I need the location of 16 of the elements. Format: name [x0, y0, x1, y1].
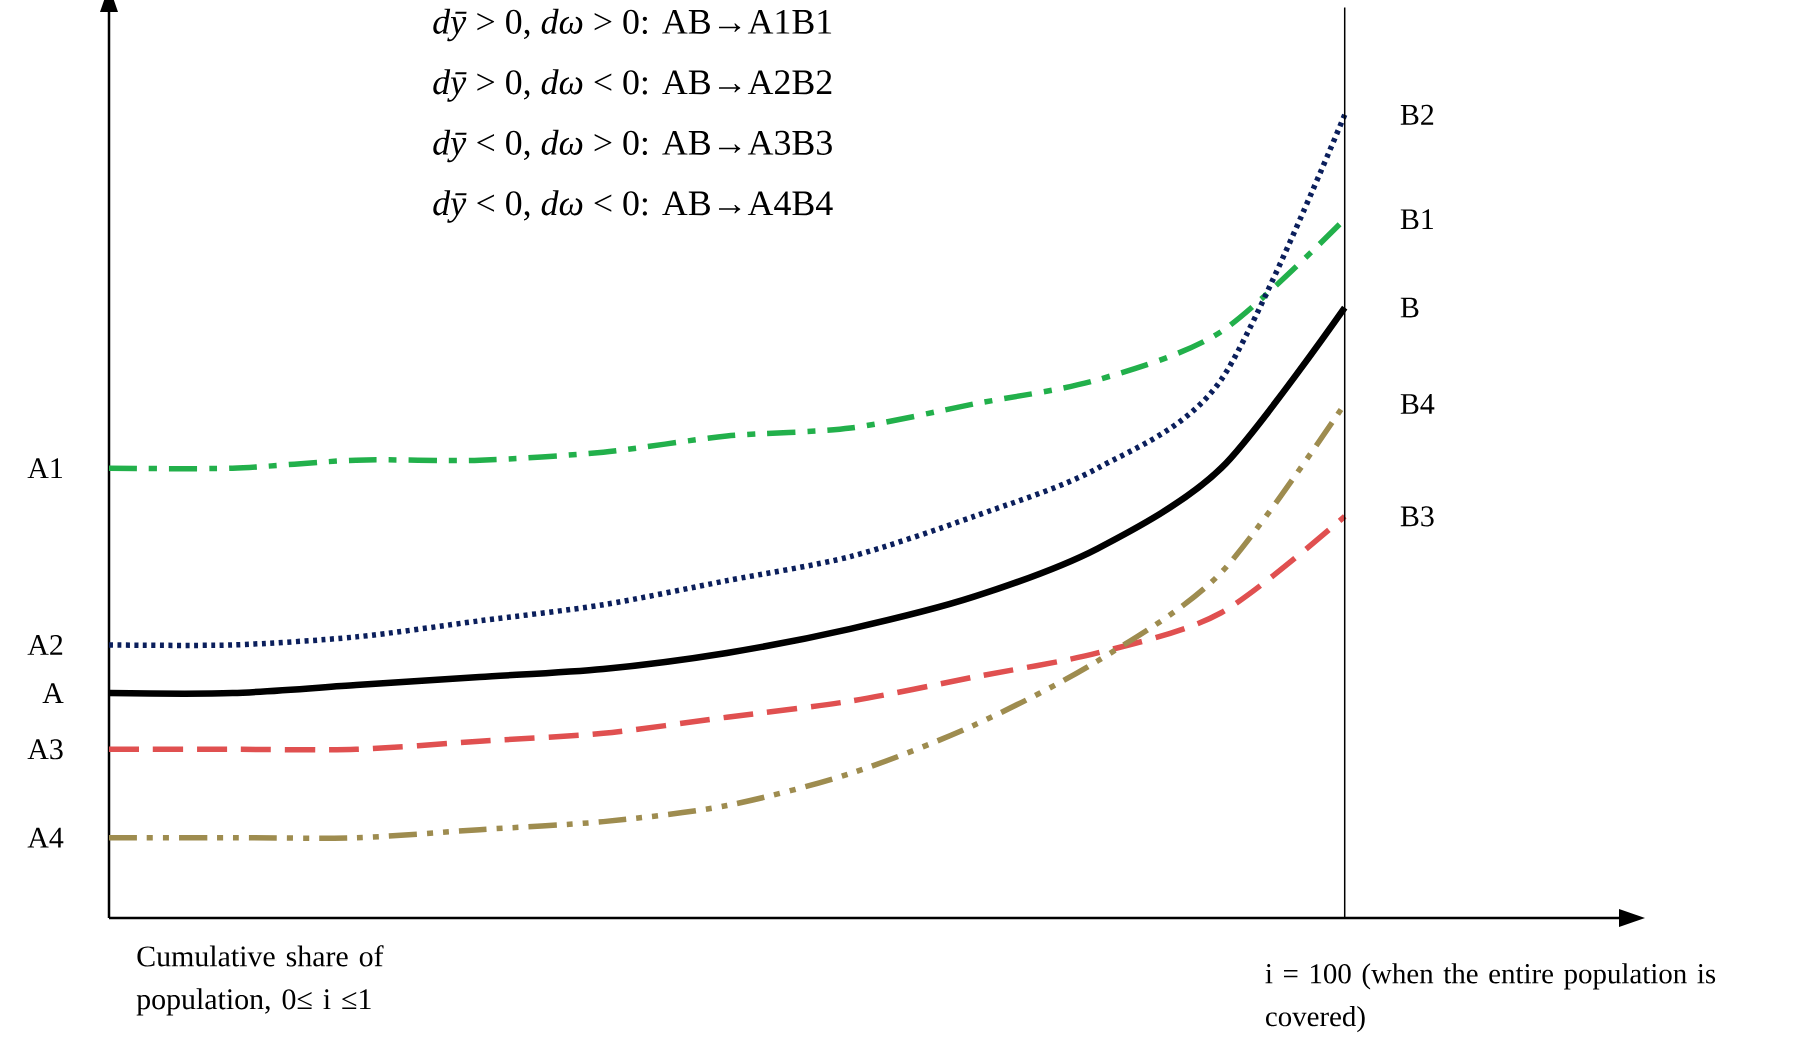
annotation: B2 [1400, 104, 1434, 125]
annotation: A3 [27, 739, 63, 760]
x-axis-title: Cumulative share of population, 0≤ i ≤1 [136, 945, 384, 1016]
annotation: A [42, 683, 64, 703]
annotation: B4 [1400, 394, 1435, 414]
annotation: B3 [1400, 506, 1434, 527]
annotation: A1 [27, 458, 63, 479]
text: i = 100 (when the entire population is covered) [1265, 963, 1716, 1033]
annotation: B [1400, 297, 1419, 318]
text: dȳ > 0, dω > 0: AB→A1B1 [433, 8, 832, 42]
text: dȳ > 0, dω < 0: AB→A2B2 [433, 69, 832, 102]
annotation: A4 [27, 827, 64, 848]
annotation: B1 [1400, 209, 1433, 230]
annotation: dȳ < 0, dω < 0: AB→A4B4 [433, 190, 833, 223]
annotation: dȳ < 0, dω > 0: AB→A3B3 [433, 129, 832, 163]
annotation: A2 [27, 635, 63, 655]
